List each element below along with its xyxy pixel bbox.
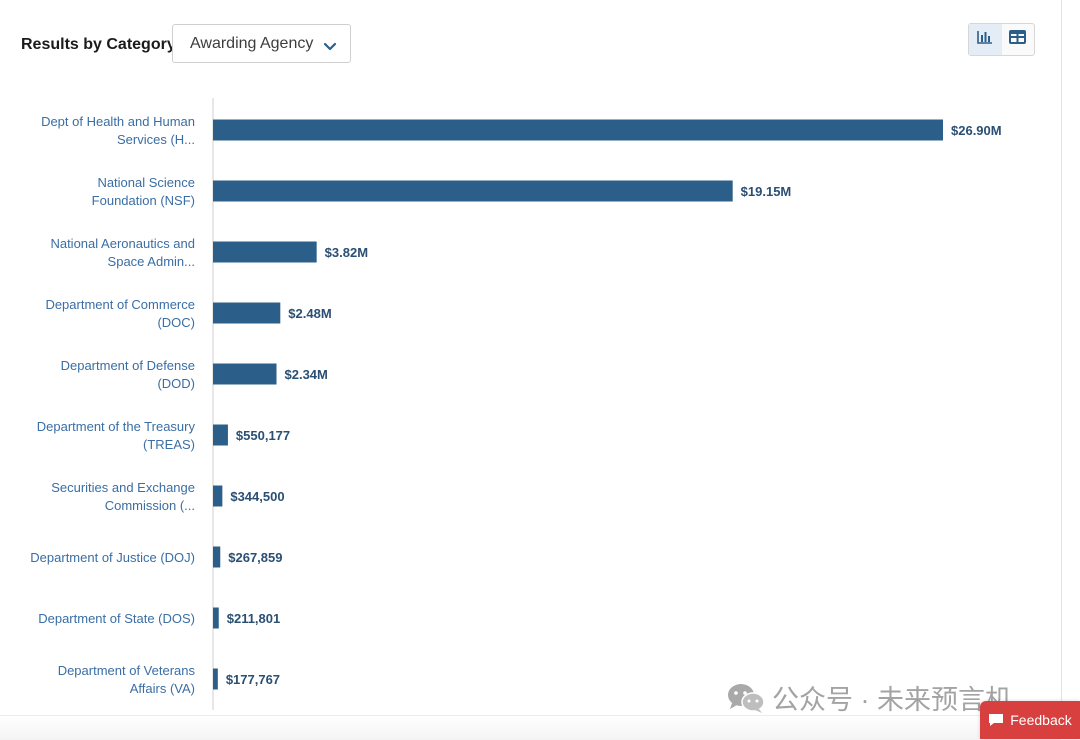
bar-value-label: $177,767 (226, 672, 280, 687)
bar[interactable] (213, 363, 277, 385)
watermark-text: 公众号 · 未来预言机 (772, 685, 1012, 715)
bar[interactable] (213, 485, 223, 507)
category-label[interactable]: Department of the Treasury (TREAS) (37, 419, 196, 452)
bar[interactable] (213, 607, 219, 629)
category-label-line: Dept of Health and Human (41, 114, 195, 129)
bar-chart-svg: $26.90M Dept of Health and Human Services … (30, 98, 1002, 710)
bar-chart: $26.90M Dept of Health and Human Services … (0, 90, 1061, 715)
category-label-line: Securities and Exchange (51, 480, 195, 495)
bar-value-label: $211,801 (227, 611, 281, 626)
bar-value-label: $26.90M (951, 123, 1002, 138)
category-label-line: Department of the Treasury (37, 419, 196, 434)
bar[interactable] (213, 302, 281, 324)
category-label-line: (DOC) (157, 315, 195, 330)
category-label-line: Space Admin... (108, 254, 195, 269)
bar[interactable] (213, 546, 221, 568)
bar[interactable] (213, 180, 733, 202)
category-label[interactable]: National Aeronautics and Space Admin... (50, 236, 195, 269)
chart-view-button[interactable] (969, 24, 1002, 55)
wechat-icon (726, 682, 766, 714)
table-view-button[interactable] (1002, 24, 1035, 55)
bar-value-label: $2.48M (288, 306, 331, 321)
category-label-line: (TREAS) (143, 437, 195, 452)
bar[interactable] (213, 668, 218, 690)
category-label[interactable]: Department of State (DOS) (38, 611, 195, 626)
bar[interactable] (213, 119, 943, 141)
category-label-line: Department of Veterans (58, 663, 196, 678)
category-label[interactable]: Department of Defense (DOD) (61, 358, 195, 391)
bottom-strip (0, 715, 1061, 740)
view-toggle (968, 23, 1035, 56)
category-label-line: Affairs (VA) (130, 681, 195, 696)
category-label[interactable]: Department of Justice (DOJ) (30, 550, 195, 565)
category-label-line: (DOD) (157, 376, 195, 391)
category-label[interactable]: Securities and Exchange Commission (... (51, 480, 195, 513)
category-label-line: Department of Commerce (45, 297, 195, 312)
category-label[interactable]: Department of Veterans Affairs (VA) (58, 663, 196, 696)
comment-icon (988, 713, 1004, 727)
category-label[interactable]: Department of Commerce (DOC) (45, 297, 195, 330)
category-dropdown-value: Awarding Agency (190, 34, 314, 52)
category-dropdown[interactable]: Awarding Agency (172, 24, 351, 63)
bar[interactable] (213, 424, 228, 446)
bar[interactable] (213, 241, 317, 263)
category-label-line: Department of Justice (DOJ) (30, 550, 195, 565)
category-label-line: Department of Defense (61, 358, 195, 373)
results-by-category-label: Results by Category (21, 36, 176, 53)
category-label-line: National Aeronautics and (50, 236, 195, 251)
feedback-label: Feedback (1010, 712, 1072, 728)
bar-value-label: $550,177 (236, 428, 290, 443)
bar-value-label: $3.82M (325, 245, 368, 260)
bar-value-label: $19.15M (741, 184, 792, 199)
chevron-down-icon (323, 39, 337, 50)
category-label-line: Department of State (DOS) (38, 611, 195, 626)
category-label-line: Commission (... (105, 498, 195, 513)
category-label[interactable]: Dept of Health and Human Services (H... (41, 114, 195, 147)
watermark: 公众号 · 未来预言机 (726, 678, 1012, 717)
feedback-button[interactable]: Feedback (980, 701, 1080, 739)
bar-value-label: $2.34M (285, 367, 328, 382)
table-icon (1009, 30, 1027, 49)
category-label-line: Foundation (NSF) (92, 193, 195, 208)
category-label-line: National Science (97, 175, 195, 190)
bar-chart-icon (977, 30, 993, 49)
bar-value-label: $344,500 (230, 489, 284, 504)
bar-value-label: $267,859 (228, 550, 282, 565)
category-label-line: Services (H... (117, 132, 195, 147)
category-label[interactable]: National Science Foundation (NSF) (92, 175, 195, 208)
